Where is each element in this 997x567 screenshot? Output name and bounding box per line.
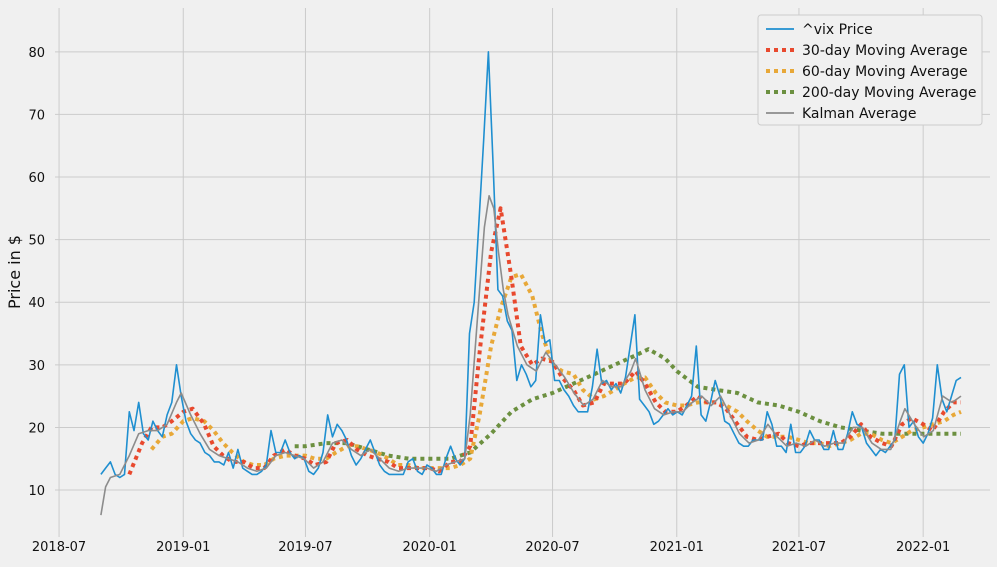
y-tick-label: 10 (28, 484, 45, 499)
x-tick-label: 2020-07 (525, 540, 579, 555)
x-tick-label: 2020-01 (403, 540, 457, 555)
x-tick-label: 2019-01 (156, 540, 210, 555)
series-layer (100, 51, 962, 516)
y-axis-label: Price in $ (5, 235, 24, 309)
x-tick-label: 2021-01 (650, 540, 704, 555)
legend-label: 30-day Moving Average (802, 43, 968, 59)
x-tick-label: 2021-07 (772, 540, 826, 555)
series-line-kalman-average (100, 195, 962, 516)
y-tick-label: 60 (28, 171, 45, 186)
legend-label: ^vix Price (802, 22, 873, 38)
y-tick-label: 50 (28, 234, 45, 249)
x-axis-ticks: 2018-07 2019-01 2019-07 2020-01 2020-07 2021-… (32, 540, 950, 555)
legend-label: 60-day Moving Average (802, 64, 968, 80)
legend: ^vix Price 30-day Moving Average 60-day Mo… (757, 14, 983, 126)
x-tick-label: 2018-07 (32, 540, 86, 555)
x-tick-label: 2019-07 (278, 540, 332, 555)
x-tick-label: 2022-01 (896, 540, 950, 555)
series-line-30-day-moving-average (127, 206, 961, 476)
y-axis-ticks: 10 20 30 40 50 60 70 80 (28, 46, 45, 499)
legend-label: 200-day Moving Average (802, 85, 977, 101)
series-line-vix-price (100, 51, 962, 479)
y-tick-label: 30 (28, 359, 45, 374)
legend-box (757, 14, 983, 126)
y-tick-label: 70 (28, 108, 45, 123)
y-tick-label: 40 (28, 296, 45, 311)
y-tick-label: 20 (28, 421, 45, 436)
legend-label: Kalman Average (802, 106, 916, 122)
y-tick-label: 80 (28, 46, 45, 61)
